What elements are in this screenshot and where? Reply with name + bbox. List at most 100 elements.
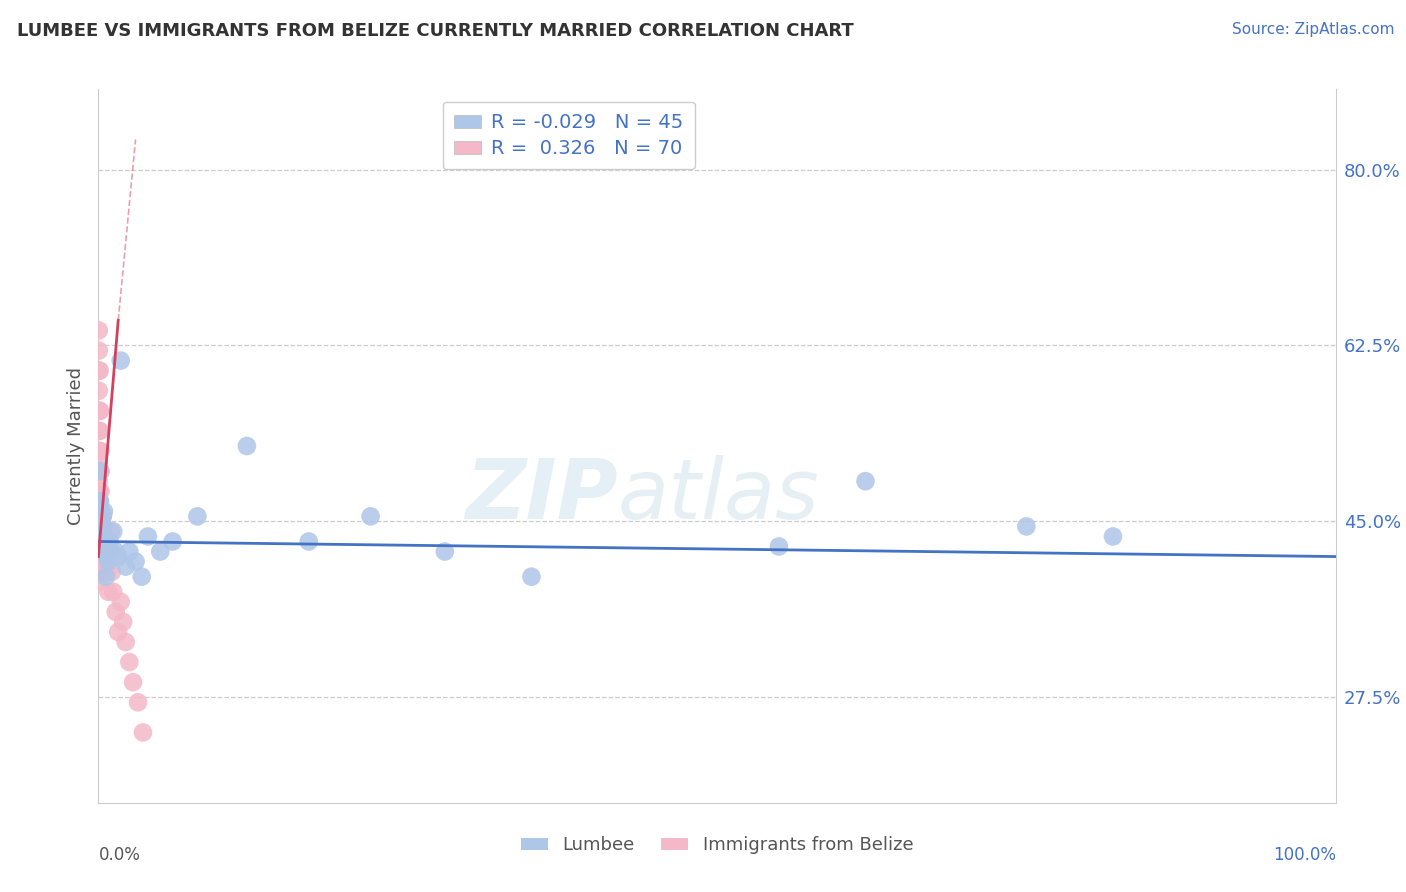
Text: ZIP: ZIP (465, 456, 619, 536)
Point (87, 464, 110, 478)
Point (89, 494, 111, 508)
Point (94, 544, 117, 558)
Point (433, 544, 456, 558)
Point (94, 569, 117, 583)
Point (91, 509, 114, 524)
Point (89, 404, 111, 418)
Point (87, 424, 110, 438)
Point (90, 504, 112, 518)
Point (87, 565, 110, 579)
Point (90, 540, 112, 554)
Legend: Lumbee, Immigrants from Belize: Lumbee, Immigrants from Belize (513, 830, 921, 862)
Point (90, 524, 112, 539)
Point (97, 584, 120, 599)
Point (96, 565, 118, 579)
Point (89, 494, 111, 508)
Text: atlas: atlas (619, 456, 820, 536)
Point (112, 615, 135, 629)
Point (90, 524, 112, 539)
Point (89, 484, 111, 499)
Text: LUMBEE VS IMMIGRANTS FROM BELIZE CURRENTLY MARRIED CORRELATION CHART: LUMBEE VS IMMIGRANTS FROM BELIZE CURRENT… (17, 22, 853, 40)
Point (87, 524, 110, 539)
Point (89, 404, 111, 418)
Point (89, 444, 111, 458)
Text: Source: ZipAtlas.com: Source: ZipAtlas.com (1232, 22, 1395, 37)
Point (1015, 519, 1038, 533)
Point (186, 509, 208, 524)
Point (93, 534, 115, 549)
Point (97, 555, 120, 569)
Point (768, 540, 790, 554)
Point (104, 544, 127, 558)
Point (93, 555, 115, 569)
Point (89, 524, 111, 539)
Point (87, 555, 110, 569)
Point (89, 444, 111, 458)
Point (87, 384, 110, 398)
Point (89, 464, 111, 478)
Point (100, 524, 122, 539)
Point (89, 519, 111, 533)
Point (101, 565, 124, 579)
Point (87, 464, 110, 478)
Point (89, 534, 111, 549)
Point (87, 323, 110, 337)
Point (149, 544, 172, 558)
Point (87, 454, 110, 468)
Point (87, 494, 110, 508)
Point (87, 464, 110, 478)
Point (91, 534, 114, 549)
Point (87, 404, 110, 418)
Point (1102, 529, 1125, 543)
Point (89, 363, 111, 377)
Point (87, 515, 110, 529)
Y-axis label: Currently Married: Currently Married (66, 367, 84, 525)
Point (107, 549, 129, 564)
Point (93, 544, 115, 558)
Point (87, 524, 110, 539)
Point (98, 534, 121, 549)
Point (87, 484, 110, 499)
Point (87, 524, 110, 539)
Point (87, 534, 110, 549)
Point (90, 509, 112, 524)
Point (855, 474, 877, 488)
Point (89, 519, 111, 533)
Point (87, 484, 110, 499)
Point (87, 504, 110, 518)
Point (87, 363, 110, 377)
Point (107, 624, 129, 639)
Point (91, 509, 114, 524)
Point (118, 544, 141, 558)
Point (132, 725, 155, 739)
Point (87, 544, 110, 558)
Point (98, 544, 121, 558)
Point (124, 555, 146, 569)
Point (93, 519, 115, 533)
Point (89, 509, 111, 524)
Point (87, 534, 110, 549)
Point (96, 549, 118, 564)
Point (89, 484, 111, 499)
Point (162, 534, 184, 549)
Point (110, 353, 132, 368)
Point (93, 504, 115, 518)
Point (360, 509, 382, 524)
Point (87, 544, 110, 558)
Point (127, 695, 149, 709)
Point (118, 655, 141, 669)
Point (136, 529, 159, 543)
Point (90, 534, 112, 549)
Point (87, 474, 110, 488)
Point (93, 544, 115, 558)
Point (103, 524, 125, 539)
Point (104, 605, 127, 619)
Point (87, 504, 110, 518)
Point (298, 534, 321, 549)
Point (89, 424, 111, 438)
Point (90, 464, 112, 478)
Point (87, 484, 110, 499)
Point (87, 494, 110, 508)
Point (90, 534, 112, 549)
Point (110, 595, 132, 609)
